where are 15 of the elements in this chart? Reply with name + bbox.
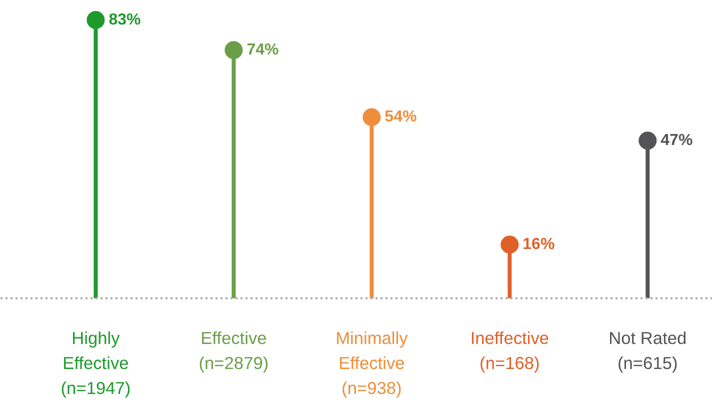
data-label: 47% bbox=[660, 132, 693, 150]
x-tick-label: Ineffective (n=168) bbox=[470, 328, 549, 374]
data-label: 16% bbox=[522, 236, 555, 254]
data-label: 54% bbox=[384, 108, 417, 126]
point bbox=[86, 10, 105, 29]
x-tick-label: Effective (n=2879) bbox=[198, 328, 269, 374]
x-tick-label: Not Rated (n=615) bbox=[608, 328, 687, 374]
point bbox=[500, 236, 519, 254]
x-tick-label: Highly Effective (n=1947) bbox=[60, 328, 131, 398]
point bbox=[224, 41, 243, 60]
point bbox=[638, 132, 657, 150]
x-tick-label: Minimally Effective (n=938) bbox=[336, 328, 408, 398]
data-label: 74% bbox=[246, 42, 279, 59]
data-label: 83% bbox=[108, 11, 141, 28]
point bbox=[362, 108, 381, 126]
